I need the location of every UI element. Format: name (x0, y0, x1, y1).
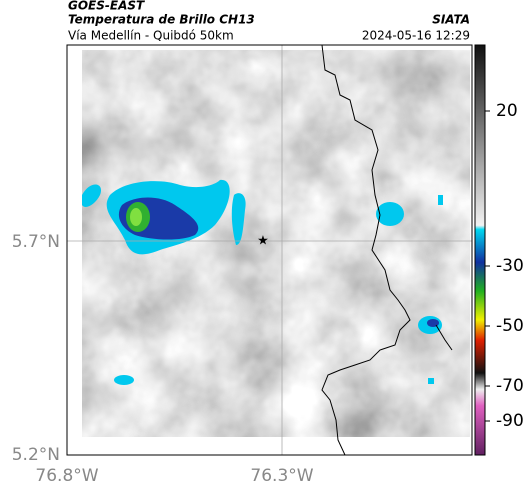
colorbar-label: -70 (496, 376, 524, 396)
colorbar-label: -90 (496, 411, 524, 431)
boundary (321, 44, 453, 456)
datetime: 2024-05-16 12:29 (362, 29, 470, 43)
colorbar-ticks (485, 110, 490, 422)
colorbar-label: 20 (496, 101, 518, 121)
lat-label: 5.2°N (12, 445, 60, 465)
location-star: ★ (257, 234, 269, 249)
source: GOES-EAST (68, 0, 145, 13)
lon-label: 76.3°W (250, 466, 313, 486)
colorbar-label: -50 (496, 316, 524, 336)
map-frame (66, 44, 473, 456)
lon-label: 76.8°W (35, 466, 98, 486)
colorbar-label: -30 (496, 256, 524, 276)
subtitle: Vía Medellín - Quibdó 50km (68, 29, 234, 43)
lat-label: 5.7°N (12, 232, 60, 252)
agency: SIATA (432, 13, 470, 27)
title: Temperatura de Brillo CH13 (68, 13, 255, 27)
cold-clouds (82, 179, 443, 385)
colorbar (474, 44, 486, 456)
